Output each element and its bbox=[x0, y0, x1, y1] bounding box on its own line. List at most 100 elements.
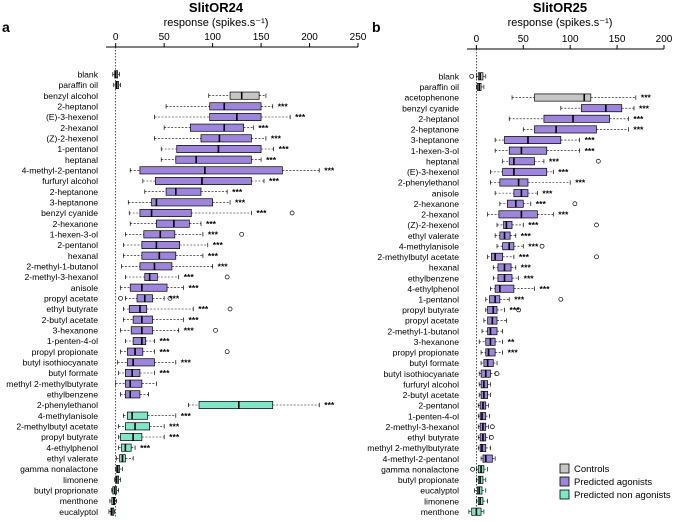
panel-b-significance: *** bbox=[639, 103, 650, 113]
panel-a-row-label: 2-hexanol bbox=[60, 123, 98, 133]
panel-b-box bbox=[502, 167, 548, 176]
panel-b-row-label: heptanal bbox=[426, 156, 459, 166]
panel-a-box bbox=[126, 411, 149, 420]
panel-a-row-label: (E)-3-hexenol bbox=[46, 112, 98, 122]
panel-a-outlier bbox=[224, 274, 230, 280]
panel-a-row-label: 1-pentanol bbox=[57, 144, 98, 154]
panel-a-outlier bbox=[224, 349, 230, 355]
panel-a-outlier bbox=[167, 295, 173, 301]
panel-a-row-label: 2-methylbutyl acetate bbox=[16, 422, 98, 432]
panel-b-significance: *** bbox=[558, 167, 569, 177]
panel-b-box bbox=[581, 104, 623, 113]
panel-a-row-label: gamma nonalactone bbox=[20, 464, 98, 474]
panel-b-row-label: 2-hexanol bbox=[421, 210, 459, 220]
panel-a-box bbox=[141, 241, 181, 249]
panel-a-row-label: propyl propionate bbox=[32, 347, 99, 357]
panel-a-box bbox=[125, 379, 143, 388]
legend-swatch-predicted-non-agonists bbox=[559, 489, 570, 500]
panel-b-outlier bbox=[489, 435, 494, 440]
panel-b-outlier bbox=[595, 158, 601, 164]
panel-b-row-label: ethyl valerate bbox=[408, 231, 459, 241]
panel-a-significance: *** bbox=[232, 187, 243, 197]
panel-a-significance: *** bbox=[218, 262, 229, 272]
panel-b-box bbox=[487, 305, 498, 314]
panel-b-outlier bbox=[572, 201, 578, 207]
panel-a-row-label: butyl proprionate bbox=[34, 486, 98, 496]
legend: Controls Predicted agonists Predicted no… bbox=[559, 463, 671, 501]
panel-a-significance: *** bbox=[159, 336, 170, 346]
panel-b-box bbox=[483, 359, 494, 367]
panel-b-row-label: gamma nonalactone bbox=[381, 464, 459, 474]
panel-b-outlier bbox=[470, 466, 475, 472]
panel-a-significance: *** bbox=[206, 219, 217, 229]
panel-a-box bbox=[139, 209, 192, 217]
panel-a-significance: *** bbox=[269, 176, 280, 186]
panel-a-significance: *** bbox=[159, 347, 170, 357]
legend-label-controls: Controls bbox=[574, 464, 610, 475]
panel-a-box bbox=[126, 358, 155, 367]
panel-a-row-label: 3-heptanone bbox=[50, 198, 98, 208]
panel-b-box bbox=[487, 327, 498, 336]
panel-a-row-label: 3-hexanone bbox=[53, 326, 99, 336]
panel-b-significance: *** bbox=[514, 295, 525, 305]
panel-a-row-label: 2-butyl acetate bbox=[42, 315, 99, 325]
panel-a-row-label: butyl formate bbox=[48, 368, 98, 378]
panel-b-row-label: propyl acetate bbox=[405, 316, 459, 326]
panel-a-row-label: hexanal bbox=[68, 251, 98, 261]
panel-b-row-label: (Z)-2-hexenol bbox=[407, 220, 459, 230]
panel-b-row-label: 2-hexanone bbox=[414, 199, 460, 209]
panel-a-box bbox=[165, 187, 202, 196]
panel-a-significance: *** bbox=[271, 134, 282, 144]
panel-a-row-label: heptanal bbox=[65, 155, 98, 165]
panel-a-box bbox=[120, 433, 143, 441]
panel-a-significance: *** bbox=[189, 315, 200, 325]
panel-b-significance: *** bbox=[528, 220, 539, 230]
panel-b-box bbox=[494, 284, 515, 293]
panel-a-box bbox=[175, 155, 252, 164]
panel-a-significance: *** bbox=[258, 123, 269, 133]
legend-swatch-predicted-agonists bbox=[559, 476, 570, 487]
panel-a-significance: *** bbox=[184, 272, 195, 282]
panel-a-row-label: 2-methyl-3-hexanol bbox=[24, 272, 98, 282]
panel-a-box bbox=[143, 230, 176, 239]
panel-a-box bbox=[132, 337, 147, 345]
panel-a-significance: *** bbox=[324, 400, 335, 410]
panel-a-row-label: 2-pentanol bbox=[57, 240, 98, 250]
panel-b-significance: *** bbox=[633, 125, 644, 135]
panel-a-box bbox=[129, 283, 168, 292]
legend-swatch-controls bbox=[559, 463, 570, 474]
panel-b-box bbox=[508, 146, 548, 155]
panel-b-box bbox=[491, 252, 503, 261]
panel-b-row-label: 2-methylbutyl acetate bbox=[377, 252, 459, 262]
panel-a-box bbox=[200, 134, 252, 143]
panel-a-row-label: eucalyptol bbox=[59, 507, 98, 517]
panel-b-row-label: 2-butyl acetate bbox=[403, 390, 460, 400]
panel-a-row-label: 2-heptanol bbox=[57, 102, 98, 112]
panel-b-outlier bbox=[516, 307, 521, 313]
panel-b-significance: *** bbox=[549, 156, 560, 166]
panel-b-box bbox=[502, 242, 515, 251]
panel-a-row-label: ethyl butyrate bbox=[46, 304, 98, 314]
panel-b-box bbox=[534, 93, 592, 102]
panel-b-row-label: 2-phenylethanol bbox=[398, 178, 459, 188]
panel-b-title: SlitOR25 bbox=[533, 0, 587, 15]
panel-b-row-label: propyl butyrate bbox=[402, 305, 459, 315]
panel-b-x-tick-label: 200 bbox=[656, 34, 673, 45]
panel-a-row-label: paraffin oil bbox=[59, 80, 99, 90]
panel-b-significance: *** bbox=[558, 210, 569, 220]
panel-a-box bbox=[229, 91, 260, 100]
panel-a-significance: *** bbox=[295, 112, 306, 122]
panel-b-row-label: paraffin oil bbox=[420, 82, 460, 92]
panel-b-row-label: hexanal bbox=[429, 263, 459, 273]
panel-a-box bbox=[125, 390, 141, 399]
panel-a-outlier bbox=[239, 231, 245, 237]
panel-a-row-label: butyl isothiocyanate bbox=[23, 358, 99, 368]
panel-b-outlier bbox=[539, 243, 545, 249]
panel-b-row-label: anisole bbox=[432, 188, 459, 198]
panel-a-x-tick-label: 250 bbox=[350, 32, 367, 43]
panel-a-significance: *** bbox=[169, 432, 180, 442]
panel-a-row-label: blank bbox=[77, 70, 98, 80]
panel-a-outlier bbox=[213, 327, 218, 333]
